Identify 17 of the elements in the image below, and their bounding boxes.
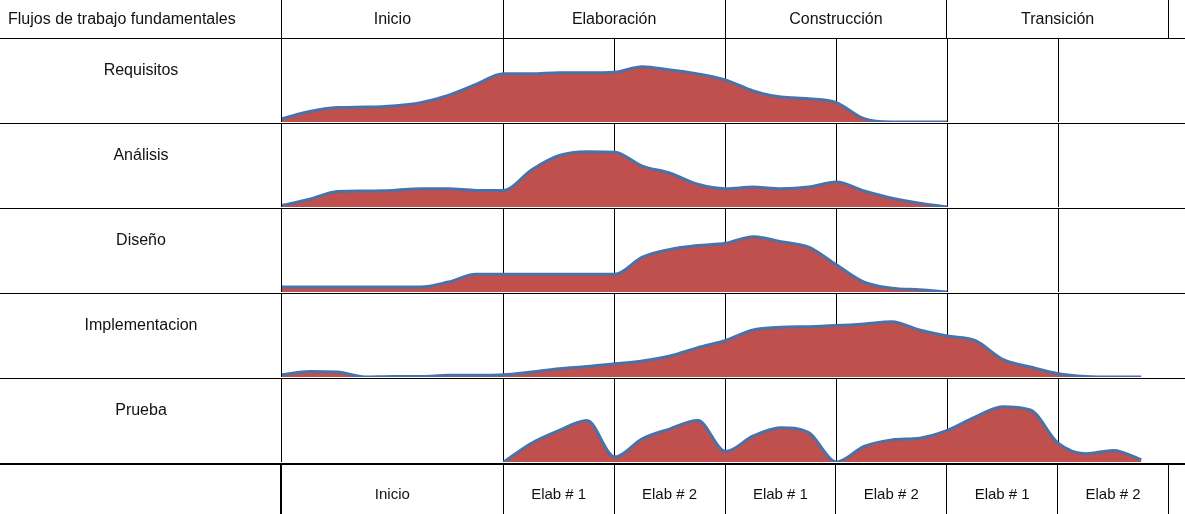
y-axis-title: Requisitos <box>103 60 179 78</box>
text: Elab # 1 <box>725 465 837 514</box>
text: Elab # 2 <box>1058 465 1169 514</box>
text: Elab # 1 <box>503 465 615 514</box>
text: Inicio <box>282 0 504 38</box>
y-axis-title: Implementacion <box>84 315 198 333</box>
text: Transición <box>947 0 1169 38</box>
text: Construcción <box>725 0 948 38</box>
text: Elab # 1 <box>947 465 1059 514</box>
text: Inicio <box>282 465 504 514</box>
text: Elab # 2 <box>836 465 948 514</box>
text: Flujos de trabajo fundamentales <box>0 0 282 38</box>
y-axis-title: Prueba <box>115 400 167 418</box>
text: Elaboración <box>503 0 726 38</box>
text: Elab # 2 <box>614 465 726 514</box>
y-axis-title: Diseño <box>116 230 166 248</box>
y-axis-title: Análisis <box>113 145 169 163</box>
